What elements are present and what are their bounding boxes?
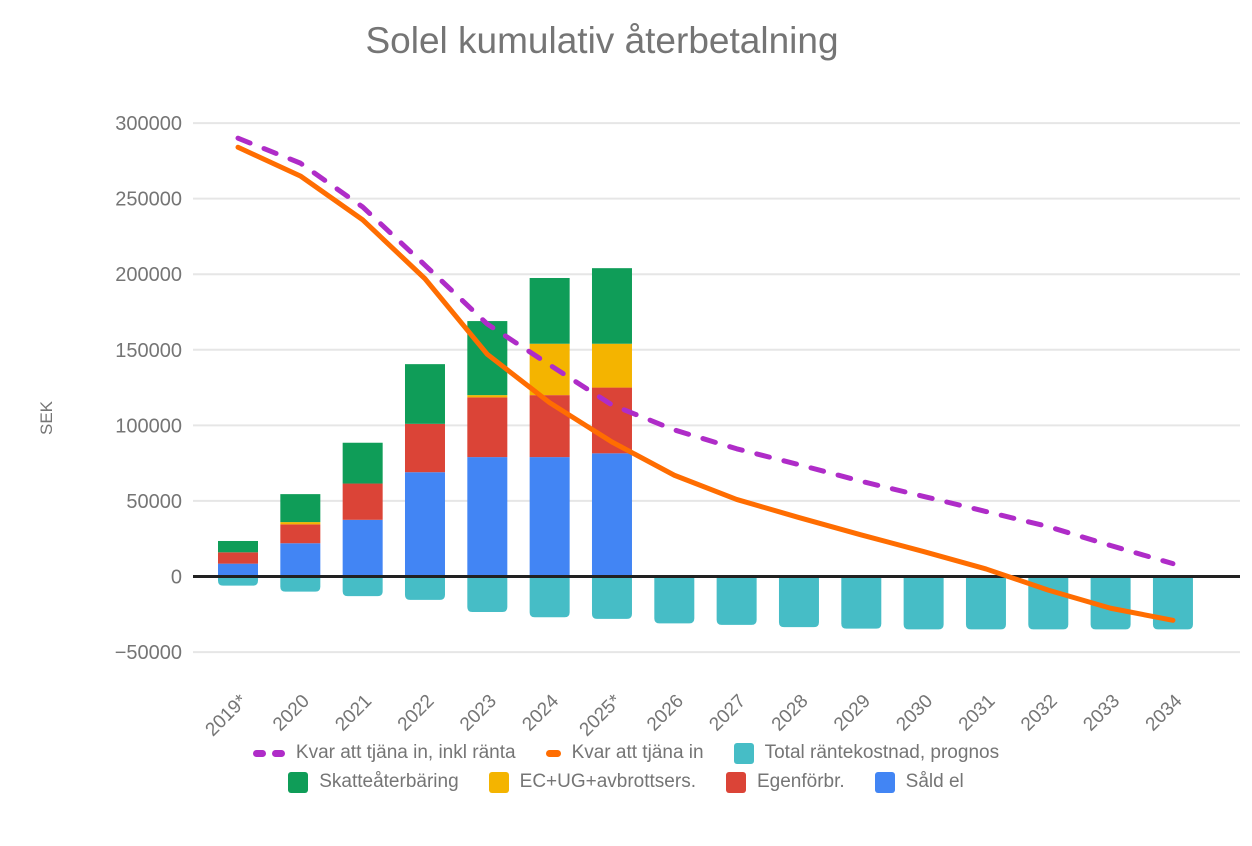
bar-segment (280, 524, 321, 544)
legend-marker (545, 749, 561, 757)
legend-item: Total räntekostnad, prognos (733, 742, 1000, 764)
legend-marker (252, 749, 285, 757)
bar-interest-cost (841, 576, 882, 629)
legend-marker (725, 771, 746, 793)
line-series (235, 135, 1176, 567)
x-tick-label: 2034 (1142, 690, 1187, 735)
bar-interest-cost (342, 576, 383, 597)
bar-segment (404, 423, 445, 473)
bar-interest-cost (591, 576, 632, 619)
legend-row: Kvar att tjäna in, inkl ränta Kvar att tj… (252, 742, 1000, 764)
bar-segment (591, 453, 632, 577)
x-tick-label: 2025* (576, 690, 626, 740)
bar-segment (404, 364, 445, 424)
bar-segment (404, 472, 445, 577)
legend-item: Skatteåterbäring (288, 771, 459, 793)
y-tick-label: 50000 (126, 491, 182, 513)
x-tick-label: 2022 (394, 691, 439, 736)
bar-segment (280, 522, 321, 525)
legend-label: Såld el (905, 771, 964, 792)
legend-row: Skatteåterbäring EC+UG+avbrottsers. Egenfö… (288, 771, 964, 793)
x-tick-label: 2019* (202, 690, 252, 740)
x-tick-label: 2028 (768, 691, 813, 736)
x-tick-label: 2027 (705, 691, 750, 736)
bar-segment (529, 343, 570, 396)
legend-label: Egenförbr. (756, 771, 845, 792)
y-tick-label: 200000 (115, 264, 182, 286)
x-tick-label: 2032 (1017, 691, 1062, 736)
x-tick-label: 2023 (456, 691, 501, 736)
bar-interest-cost (778, 576, 819, 628)
legend-marker (874, 771, 895, 793)
x-tick-label: 2031 (955, 691, 1000, 736)
legend-item: Kvar att tjäna in, inkl ränta (252, 742, 516, 764)
bar-segment (591, 268, 632, 344)
legend-label: Kvar att tjäna in, inkl ränta (295, 742, 516, 763)
bar-interest-cost (404, 576, 445, 600)
chart-title: Solel kumulativ återbetalning (365, 20, 839, 61)
bar-interest-cost (218, 576, 258, 586)
x-tick-label: 2026 (643, 691, 688, 736)
bar-segment (280, 543, 321, 577)
legend-label: Skatteåterbäring (319, 771, 459, 792)
y-tick-label: −50000 (115, 642, 182, 664)
legend-label: Total räntekostnad, prognos (764, 742, 1000, 763)
legend-item: Såld el (874, 771, 964, 793)
legend-marker (733, 742, 754, 764)
x-tick-label: 2029 (830, 691, 875, 736)
line-series (235, 144, 1176, 623)
legend-marker (288, 771, 309, 793)
y-tick-label: 300000 (115, 113, 182, 135)
bar-segment (342, 442, 383, 484)
bar-segment (342, 519, 383, 577)
bar-interest-cost (467, 576, 508, 613)
bar-segment (218, 540, 258, 553)
bar-interest-cost (529, 576, 570, 618)
legend-label: EC+UG+avbrottsers. (519, 771, 696, 792)
x-tick-label: 2024 (518, 690, 563, 735)
bar-segment (467, 395, 508, 398)
x-tick-label: 2033 (1079, 691, 1124, 736)
y-tick-label: 250000 (115, 189, 182, 211)
bar-segment (467, 457, 508, 577)
bar-interest-cost (903, 576, 944, 630)
y-tick-label: 0 (171, 567, 182, 589)
bar-interest-cost (965, 576, 1006, 630)
y-tick-label: 100000 (115, 415, 182, 437)
y-tick-label: 150000 (115, 340, 182, 362)
bar-segment (218, 563, 258, 577)
legend-item: Kvar att tjäna in (545, 742, 704, 764)
bar-interest-cost (716, 576, 757, 625)
bar-segment (529, 457, 570, 577)
bar-segment (280, 494, 321, 523)
legend-item: Egenförbr. (725, 771, 845, 793)
bar-interest-cost (1090, 576, 1131, 630)
bar-segment (218, 552, 258, 564)
bar-segment (467, 321, 508, 396)
legend-label: Kvar att tjäna in (571, 742, 704, 763)
x-tick-label: 2021 (331, 691, 376, 736)
bar-segment (342, 483, 383, 520)
bar-segment (529, 277, 570, 344)
chart-legend: Kvar att tjäna in, inkl ränta Kvar att tj… (0, 742, 1252, 793)
legend-marker (488, 771, 509, 793)
legend-item: EC+UG+avbrottsers. (488, 771, 696, 793)
bar-segment (467, 397, 508, 458)
bar-interest-cost (1028, 576, 1069, 630)
y-axis-title: SEK (37, 400, 57, 436)
x-tick-label: 2020 (269, 691, 314, 736)
x-tick-label: 2030 (892, 691, 937, 736)
bar-interest-cost (280, 576, 321, 592)
bar-interest-cost (654, 576, 695, 624)
bar-segment (591, 343, 632, 388)
